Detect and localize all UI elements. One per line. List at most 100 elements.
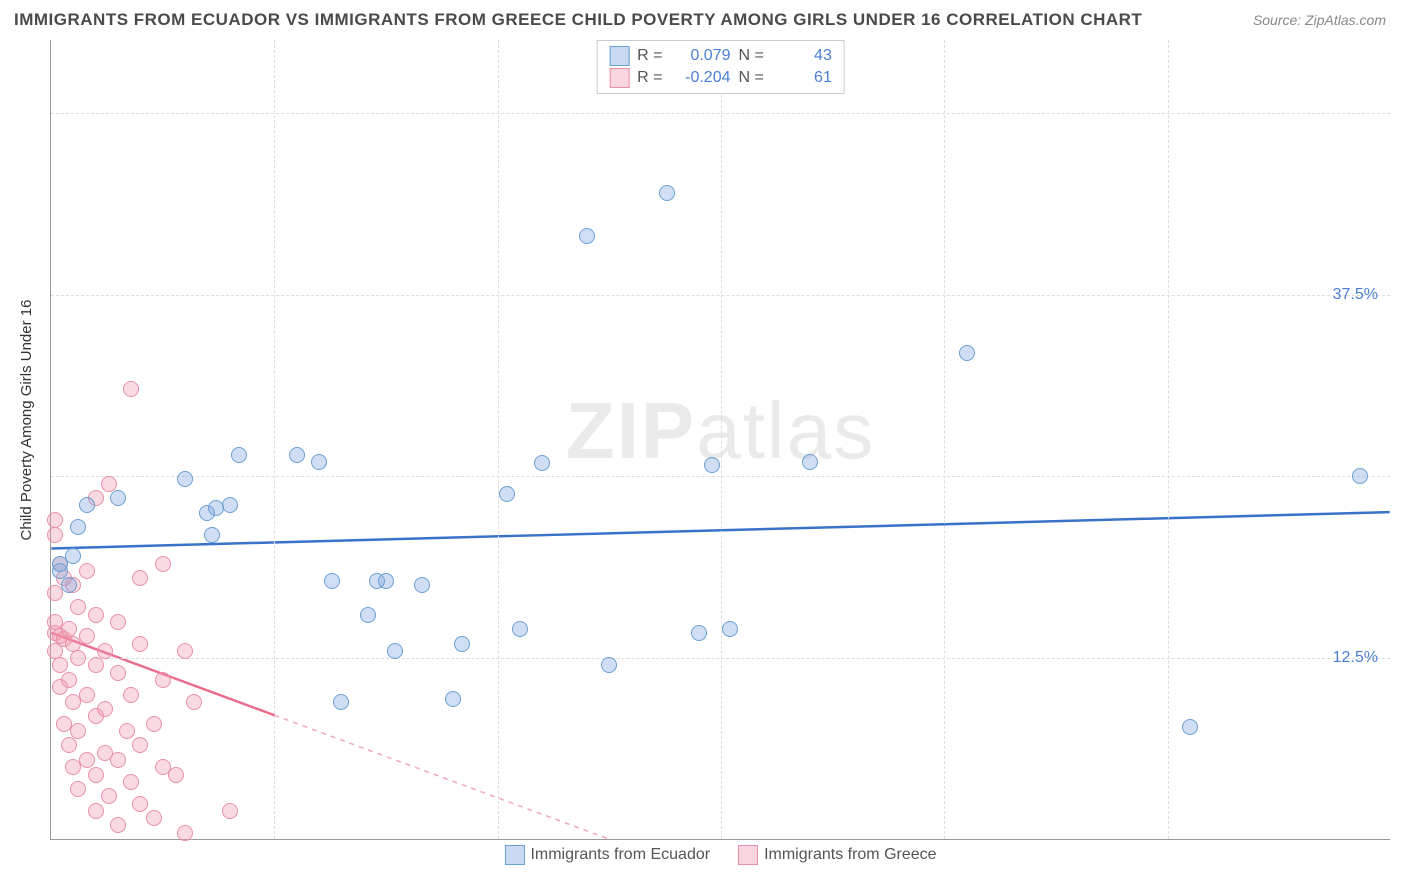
data-point-pink [79, 563, 95, 579]
data-point-blue [1352, 468, 1368, 484]
data-point-pink [110, 817, 126, 833]
ecuador-label: Immigrants from Ecuador [530, 846, 710, 863]
watermark-atlas: atlas [696, 385, 875, 474]
data-point-pink [123, 381, 139, 397]
data-point-blue [454, 636, 470, 652]
data-point-pink [70, 781, 86, 797]
data-point-pink [146, 810, 162, 826]
data-point-blue [333, 694, 349, 710]
data-point-pink [123, 687, 139, 703]
data-point-pink [146, 716, 162, 732]
gridline-v [498, 40, 499, 839]
data-point-blue [231, 447, 247, 463]
data-point-pink [88, 657, 104, 673]
data-point-pink [222, 803, 238, 819]
data-point-pink [61, 737, 77, 753]
data-point-pink [88, 767, 104, 783]
greece-label: Immigrants from Greece [764, 846, 936, 863]
data-point-pink [101, 788, 117, 804]
data-point-pink [97, 643, 113, 659]
n-ecuador: 43 [772, 45, 832, 67]
data-point-blue [79, 497, 95, 513]
data-point-pink [110, 752, 126, 768]
data-point-pink [61, 621, 77, 637]
data-point-pink [119, 723, 135, 739]
gridline-v [721, 40, 722, 839]
data-point-blue [579, 228, 595, 244]
n-label: N = [739, 67, 764, 89]
data-point-blue [959, 345, 975, 361]
data-point-blue [512, 621, 528, 637]
legend-item-greece: Immigrants from Greece [738, 845, 936, 865]
data-point-blue [110, 490, 126, 506]
data-point-pink [132, 796, 148, 812]
y-axis-title: Child Poverty Among Girls Under 16 [18, 300, 35, 541]
data-point-blue [311, 454, 327, 470]
data-point-pink [79, 752, 95, 768]
gridline-v [944, 40, 945, 839]
data-point-blue [70, 519, 86, 535]
data-point-pink [110, 665, 126, 681]
data-point-blue [722, 621, 738, 637]
data-point-blue [802, 454, 818, 470]
data-point-blue [704, 457, 720, 473]
data-point-pink [88, 803, 104, 819]
data-point-blue [499, 486, 515, 502]
y-tick-label: 12.5% [1333, 649, 1378, 667]
data-point-pink [61, 672, 77, 688]
r-ecuador: 0.079 [671, 45, 731, 67]
data-point-pink [123, 774, 139, 790]
data-point-blue [387, 643, 403, 659]
r-label: R = [637, 67, 662, 89]
data-point-pink [155, 556, 171, 572]
data-point-blue [534, 455, 550, 471]
data-point-blue [65, 548, 81, 564]
data-point-blue [222, 497, 238, 513]
correlation-legend: R = 0.079 N = 43 R = -0.204 N = 61 [596, 40, 845, 94]
swatch-pink-icon [738, 845, 758, 865]
data-point-blue [691, 625, 707, 641]
data-point-pink [155, 672, 171, 688]
source-label: Source: [1253, 12, 1301, 28]
data-point-pink [101, 476, 117, 492]
data-point-blue [204, 527, 220, 543]
data-point-blue [61, 577, 77, 593]
data-point-pink [88, 607, 104, 623]
legend-item-ecuador: Immigrants from Ecuador [504, 845, 710, 865]
data-point-pink [168, 767, 184, 783]
data-point-pink [47, 512, 63, 528]
data-point-pink [97, 701, 113, 717]
n-greece: 61 [772, 67, 832, 89]
data-point-blue [601, 657, 617, 673]
data-point-pink [70, 650, 86, 666]
watermark-zip: ZIP [566, 385, 696, 474]
data-point-blue [360, 607, 376, 623]
data-point-blue [1182, 719, 1198, 735]
n-label: N = [739, 45, 764, 67]
swatch-blue-icon [609, 46, 629, 66]
plot-area: ZIPatlas R = 0.079 N = 43 R = -0.204 N =… [50, 40, 1390, 840]
data-point-pink [70, 723, 86, 739]
data-point-blue [414, 577, 430, 593]
data-point-pink [132, 636, 148, 652]
data-point-pink [70, 599, 86, 615]
data-point-pink [132, 570, 148, 586]
source-attribution: Source: ZipAtlas.com [1253, 12, 1386, 28]
data-point-pink [177, 825, 193, 841]
data-point-pink [110, 614, 126, 630]
r-label: R = [637, 45, 662, 67]
legend-row-greece: R = -0.204 N = 61 [609, 67, 832, 89]
data-point-blue [289, 447, 305, 463]
data-point-blue [324, 573, 340, 589]
data-point-blue [659, 185, 675, 201]
gridline-v [274, 40, 275, 839]
gridline-v [1168, 40, 1169, 839]
data-point-pink [186, 694, 202, 710]
r-greece: -0.204 [671, 67, 731, 89]
y-tick-label: 37.5% [1333, 286, 1378, 304]
swatch-pink-icon [609, 68, 629, 88]
data-point-pink [79, 628, 95, 644]
data-point-pink [79, 687, 95, 703]
data-point-blue [445, 691, 461, 707]
data-point-pink [177, 643, 193, 659]
